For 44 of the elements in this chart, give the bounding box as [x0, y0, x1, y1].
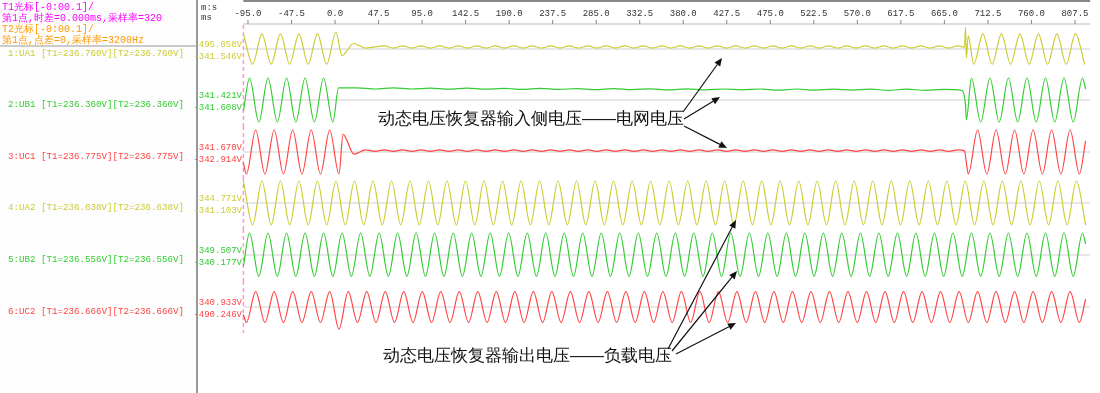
- x-tick-label: 760.0: [1017, 9, 1045, 19]
- x-tick-label: 665.0: [930, 9, 958, 19]
- x-tick-label: -47.5: [278, 9, 306, 19]
- x-tick-label: 190.0: [495, 9, 523, 19]
- text: -341.546V: [193, 52, 243, 62]
- text: 2:UB1 [T1=236.360V][T2=236.360V]: [8, 99, 191, 110]
- annotation: 动态电压恢复器输入侧电压——电网电压: [378, 109, 684, 128]
- text: 3:UC1 [T1=236.775V][T2=236.775V]: [8, 151, 191, 162]
- x-tick-label: 0.0: [326, 9, 344, 19]
- x-tick-label: -95.0: [234, 9, 262, 19]
- text: -342.914V: [193, 155, 243, 165]
- x-tick-label: 807.5: [1061, 9, 1089, 19]
- x-tick-label: 617.5: [887, 9, 915, 19]
- x-tick-label: 427.5: [713, 9, 741, 19]
- x-tick-label: 475.0: [756, 9, 784, 19]
- text: T1光标[-0:00.1]/第1点,时差=0.000ms,采样率=320: [2, 1, 163, 24]
- text: -341.103V: [193, 206, 243, 216]
- x-tick-label: 380.0: [669, 9, 697, 19]
- text: -341.608V: [193, 103, 243, 113]
- x-axis-title: ms: [201, 13, 212, 23]
- text: m:s: [201, 3, 218, 13]
- x-tick-label: 712.5: [974, 9, 1002, 19]
- text: 344.771V: [198, 194, 243, 204]
- text: -340.177V: [193, 258, 243, 268]
- x-tick-label: 332.5: [626, 9, 654, 19]
- x-tick-label: 95.0: [411, 9, 433, 19]
- text: T2光标[-0:00.1]/第1点,点差=0,采样率=3200Hz: [2, 23, 145, 46]
- x-tick-label: 237.5: [539, 9, 567, 19]
- x-tick-label: 47.5: [367, 9, 390, 19]
- text: 动态电压恢复器输出电压——负载电压: [383, 346, 672, 365]
- text: 495.058V: [198, 40, 243, 50]
- text: -490.246V: [193, 310, 243, 320]
- text: 1:UA1 [T1=236.760V][T2=236.760V]: [8, 48, 191, 59]
- text: 340.933V: [198, 298, 243, 308]
- text: 341.421V: [198, 91, 243, 101]
- text: 6:UC2 [T1=236.666V][T2=236.666V]: [8, 306, 191, 317]
- text: 5:UB2 [T1=236.556V][T2=236.556V]: [8, 254, 191, 265]
- text: 341.670V: [198, 143, 243, 153]
- x-tick-label: 142.5: [452, 9, 480, 19]
- x-tick-label: 570.0: [843, 9, 871, 19]
- x-tick-label: 522.5: [800, 9, 828, 19]
- text: 4:UA2 [T1=236.638V][T2=236.638V]: [8, 202, 191, 213]
- text: 349.507V: [198, 246, 243, 256]
- x-tick-label: 285.0: [582, 9, 610, 19]
